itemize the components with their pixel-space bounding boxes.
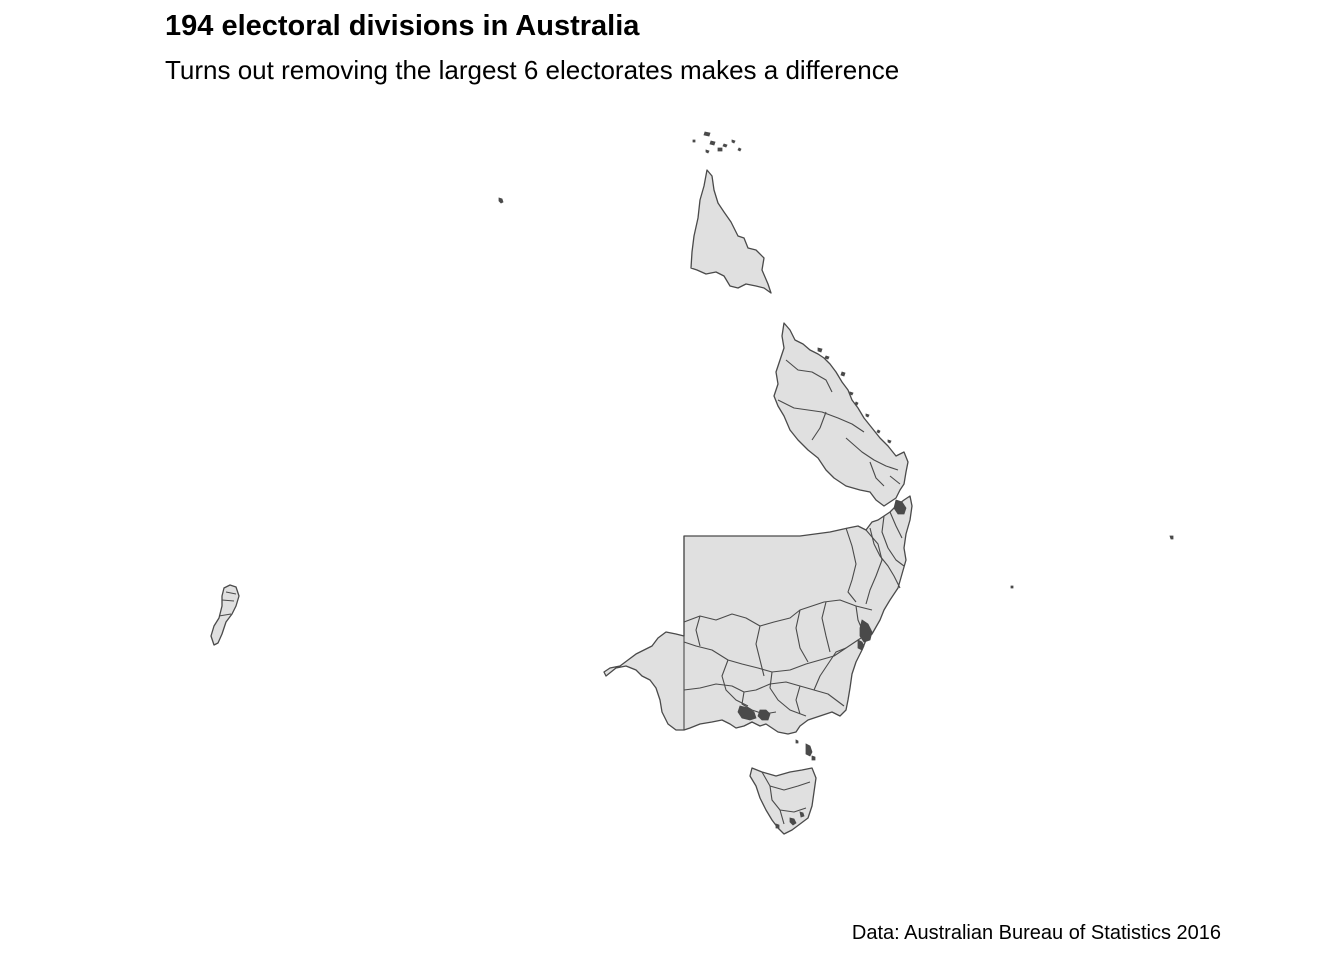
map-subtitle: Turns out removing the largest 6 elector… [165,55,900,85]
islet-east-2 [1010,585,1014,589]
region-west-coast [210,584,240,646]
region-queensland-coast [773,322,909,507]
map-title: 194 electoral divisions in Australia [165,10,640,42]
region-south-east-mainland [603,495,913,735]
islet-west [498,197,504,204]
islet-east-1 [1169,535,1174,540]
region-tasmania [749,739,817,835]
data-source-caption: Data: Australian Bureau of Statistics 20… [851,922,1221,944]
region-cape-york [690,131,772,294]
